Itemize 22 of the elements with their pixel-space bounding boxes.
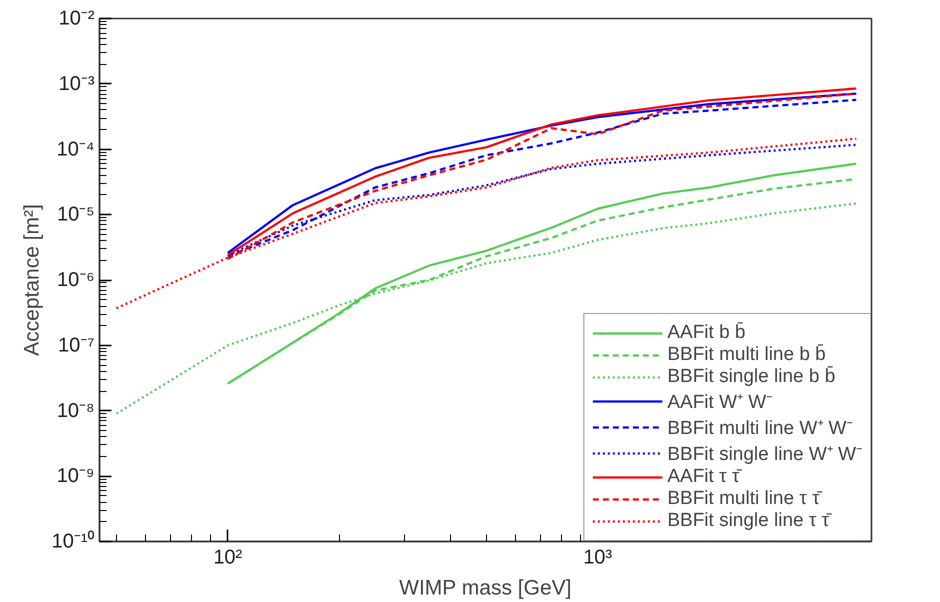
y-tick-label: 10⁻¹⁰ — [52, 530, 94, 552]
y-tick-label: 10⁻⁶ — [57, 269, 95, 291]
y-tick-label: 10⁻³ — [58, 72, 95, 95]
legend-label: AAFit b b̄ — [667, 322, 746, 344]
legend-label: AAFit W⁺ W⁻ — [667, 391, 772, 414]
legend-label: BBFit single line b b̄ — [667, 366, 836, 388]
y-tick-label: 10⁻⁴ — [56, 138, 95, 160]
legend-label: BBFit single line τ τ̄ — [667, 510, 830, 532]
y-tick-label: 10⁻⁷ — [58, 334, 94, 356]
y-tick-label: 10⁻⁸ — [56, 400, 95, 422]
y-tick-label: 10⁻⁵ — [56, 204, 95, 226]
legend-label: BBFit single line W⁺ W⁻ — [667, 443, 862, 466]
legend-label: AAFit τ τ̄ — [667, 466, 740, 488]
x-tick-label: 10² — [213, 546, 243, 568]
x-axis-title: WIMP mass [GeV] — [399, 576, 572, 600]
legend-label: BBFit multi line W⁺ W⁻ — [667, 417, 852, 440]
y-tick-label: 10⁻⁹ — [56, 465, 94, 488]
legend-label: BBFit multi line b b̄ — [667, 344, 826, 366]
y-axis-title: Acceptance [m²] — [20, 204, 44, 356]
y-tick-label: 10⁻² — [58, 8, 95, 30]
legend-label: BBFit multi line τ τ̄ — [667, 488, 820, 510]
x-tick-label: 10³ — [583, 546, 612, 568]
